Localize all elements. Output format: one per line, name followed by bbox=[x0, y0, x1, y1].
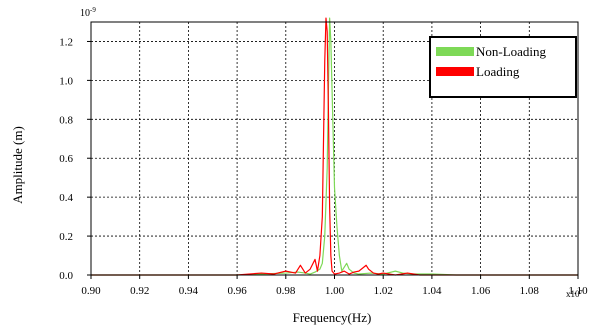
legend: Non-Loading Loading bbox=[429, 36, 577, 98]
x-tick-label: 1.00 bbox=[325, 285, 345, 297]
legend-swatch-loading bbox=[436, 67, 474, 76]
y-tick-label: 1.2 bbox=[59, 36, 73, 48]
x-axis-label: Frequency(Hz) bbox=[293, 310, 372, 325]
y-tick-label: 0.2 bbox=[59, 231, 73, 243]
y-multiplier: 10-9 bbox=[80, 6, 96, 19]
x-multiplier-exp: 7 bbox=[580, 290, 583, 296]
y-tick-label: 0.0 bbox=[59, 270, 73, 282]
y-tick-label: 1.0 bbox=[59, 75, 73, 87]
x-tick-label: 1.08 bbox=[520, 285, 540, 297]
y-tick-label: 0.8 bbox=[59, 114, 73, 126]
tick-labels: 0.90 0.92 0.94 0.96 0.98 1.00 1.02 1.04 1.06 1.08… bbox=[59, 36, 588, 297]
y-tick-label: 0.4 bbox=[59, 192, 73, 204]
legend-label-non-loading: Non-Loading bbox=[476, 44, 547, 59]
x-tick-label: 0.92 bbox=[130, 285, 149, 297]
x-tick-label: 1.06 bbox=[471, 285, 491, 297]
x-tick-label: 0.96 bbox=[227, 285, 247, 297]
x-multiplier-base: x10 bbox=[566, 289, 580, 299]
y-multiplier-base: 10 bbox=[80, 8, 90, 19]
x-tick-label: 0.94 bbox=[179, 285, 199, 297]
x-tick-label: 0.90 bbox=[81, 285, 101, 297]
x-tick-label: 0.98 bbox=[276, 285, 296, 297]
y-multiplier-exp: -9 bbox=[90, 6, 96, 14]
x-tick-label: 1.04 bbox=[422, 285, 442, 297]
x-tick-label: 1.02 bbox=[374, 285, 393, 297]
series-layer bbox=[91, 17, 578, 276]
x-multiplier: x107 bbox=[566, 289, 583, 299]
y-axis-label: Amplitude (m) bbox=[10, 126, 25, 204]
y-tick-label: 0.6 bbox=[59, 153, 73, 165]
legend-label-loading: Loading bbox=[476, 64, 520, 79]
series-line-non-loading bbox=[91, 17, 578, 276]
legend-swatch-non-loading bbox=[436, 47, 474, 56]
x-tick-label: 1.10 bbox=[568, 285, 588, 297]
series-line-loading bbox=[91, 17, 578, 276]
